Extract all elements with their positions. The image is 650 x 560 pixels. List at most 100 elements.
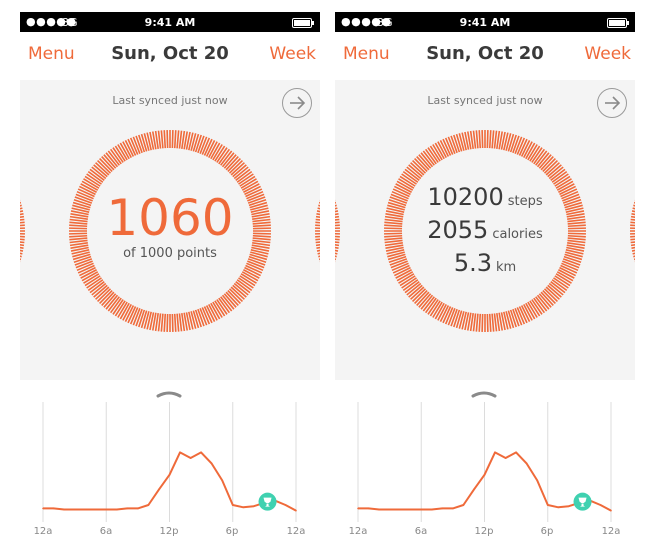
ring-tick: [540, 291, 554, 306]
nav-bar: Menu Sun, Oct 20 Week: [335, 32, 635, 76]
ring-tick: [516, 307, 526, 325]
ring-tick: [250, 251, 268, 258]
ring-tick: [84, 175, 101, 187]
ring-tick: [77, 264, 95, 274]
ring-tick: [401, 277, 417, 289]
ring-tick: [124, 140, 135, 157]
ring-tick: [20, 227, 25, 230]
calories-value: 2055: [427, 216, 489, 244]
chevron-up-icon[interactable]: [471, 388, 497, 398]
ring-tick: [188, 311, 194, 330]
ring-tick: [558, 269, 575, 279]
network-label: 3G: [377, 16, 393, 29]
ring-tick: [190, 133, 197, 151]
ring-tick: [20, 218, 25, 221]
ring-tick: [223, 293, 237, 308]
ring-tick: [630, 224, 635, 227]
ring-tick: [71, 207, 90, 213]
ring-tick: [220, 296, 233, 312]
ring-tick: [567, 239, 586, 244]
ring-tick: [252, 237, 271, 241]
ring-tick: [228, 160, 243, 174]
ring-tick: [77, 188, 95, 198]
ring-tick: [246, 262, 264, 272]
ring-tick: [442, 306, 452, 324]
activity-point: [399, 508, 401, 511]
activity-point: [168, 474, 171, 476]
ring-tick: [103, 293, 117, 308]
ring-tick: [384, 215, 403, 220]
ring-tick: [394, 185, 411, 196]
ring-tick: [567, 242, 586, 247]
battery-icon: [292, 18, 314, 28]
week-button[interactable]: Week: [584, 44, 631, 64]
ring-tick: [538, 293, 552, 308]
ring-tick: [335, 210, 339, 213]
ring-tick: [437, 141, 447, 158]
ring-tick: [335, 224, 340, 227]
ring-tick: [315, 227, 320, 230]
activity-chart[interactable]: 12a 6a 12p 6p 12a: [20, 380, 320, 548]
ring-tick: [183, 312, 189, 331]
ring-tick: [439, 140, 450, 157]
ring-area[interactable]: Last synced just now 1060 of 1000 points: [20, 80, 320, 381]
ring-tick: [509, 309, 517, 328]
ring-tick: [450, 135, 458, 154]
ring-tick: [401, 173, 417, 185]
ring-tick: [99, 158, 113, 173]
arrow-right-circle-icon[interactable]: [597, 88, 627, 118]
activity-chart[interactable]: 12a 6a 12p 6p 12a: [335, 380, 635, 548]
ring-tick: [203, 306, 213, 324]
ring-tick: [197, 135, 205, 154]
ring-area[interactable]: Last synced just now 10200 steps 2055 calo…: [335, 80, 635, 381]
ring-tick: [69, 237, 88, 241]
ring-tick: [491, 130, 495, 149]
ring-tick: [402, 279, 419, 292]
ring-tick: [507, 310, 515, 329]
ring-tick: [565, 207, 584, 213]
ring-tick: [414, 158, 428, 173]
ring-tick: [387, 201, 406, 209]
ring-tick: [163, 130, 167, 149]
chevron-up-icon[interactable]: [156, 388, 182, 398]
ring-tick: [566, 212, 585, 218]
ring-tick: [554, 275, 571, 287]
ring-tick: [114, 145, 126, 162]
ring-tick: [245, 188, 263, 198]
ring-tick: [93, 284, 108, 298]
week-button[interactable]: Week: [269, 44, 316, 64]
ring-tick: [542, 289, 556, 304]
menu-button[interactable]: Menu: [343, 44, 390, 64]
ring-tick: [410, 286, 425, 300]
activity-point: [557, 506, 560, 509]
ring-tick: [178, 130, 183, 149]
ring-tick: [143, 311, 150, 329]
activity-chart-svg: [357, 402, 612, 522]
ring-tick: [385, 210, 404, 216]
ring-tick: [562, 258, 581, 266]
ring-tick: [429, 300, 441, 317]
distance-unit: km: [495, 260, 517, 275]
x-label: 6a: [99, 526, 113, 537]
ring-tick: [553, 277, 569, 289]
activity-point: [462, 504, 465, 506]
menu-button[interactable]: Menu: [28, 44, 75, 64]
trophy-cup: [263, 497, 272, 507]
activity-point: [430, 508, 433, 511]
ring-tick: [437, 304, 447, 321]
ring-tick: [512, 135, 520, 154]
ring-tick: [455, 133, 463, 152]
ring-tick: [395, 183, 412, 193]
ring-tick: [190, 311, 197, 329]
ring-tick: [384, 227, 403, 230]
ring-tick: [442, 138, 452, 156]
ring-tick: [472, 313, 477, 332]
ring-tick: [543, 160, 558, 174]
ring-tick: [472, 130, 477, 149]
ring-tick: [315, 243, 320, 247]
ring-tick: [252, 242, 271, 247]
sync-status: Last synced just now: [112, 94, 228, 107]
distance-stat: 5.3 km: [335, 249, 635, 277]
arrow-right-circle-icon[interactable]: [282, 88, 312, 118]
ring-tick: [478, 130, 482, 149]
